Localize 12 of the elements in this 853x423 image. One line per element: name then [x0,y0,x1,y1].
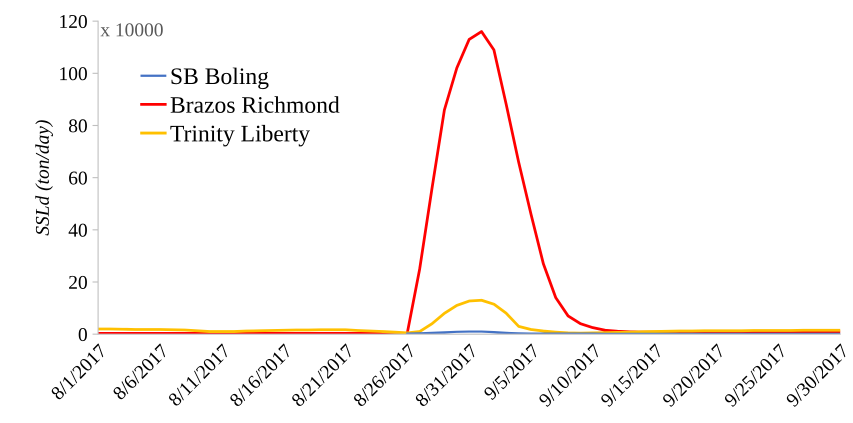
annotation: x 10000 [100,23,163,36]
y-tick-label: 80 [68,119,87,132]
y-tick-label: 40 [68,224,87,237]
y-tick-label: 100 [60,67,87,80]
legend-label: SB Boling [172,68,269,90]
legend-label: Trinity Liberty [170,124,310,146]
y-tick-label: 20 [69,276,87,289]
y-tick-label: 120 [60,14,87,28]
y-tick-label: 60 [69,171,87,185]
legend-label: Brazos Richmond [170,96,340,113]
y-tick-label: 0 [78,328,87,342]
y-axis-title: SSLd (ton/day) [35,120,53,236]
